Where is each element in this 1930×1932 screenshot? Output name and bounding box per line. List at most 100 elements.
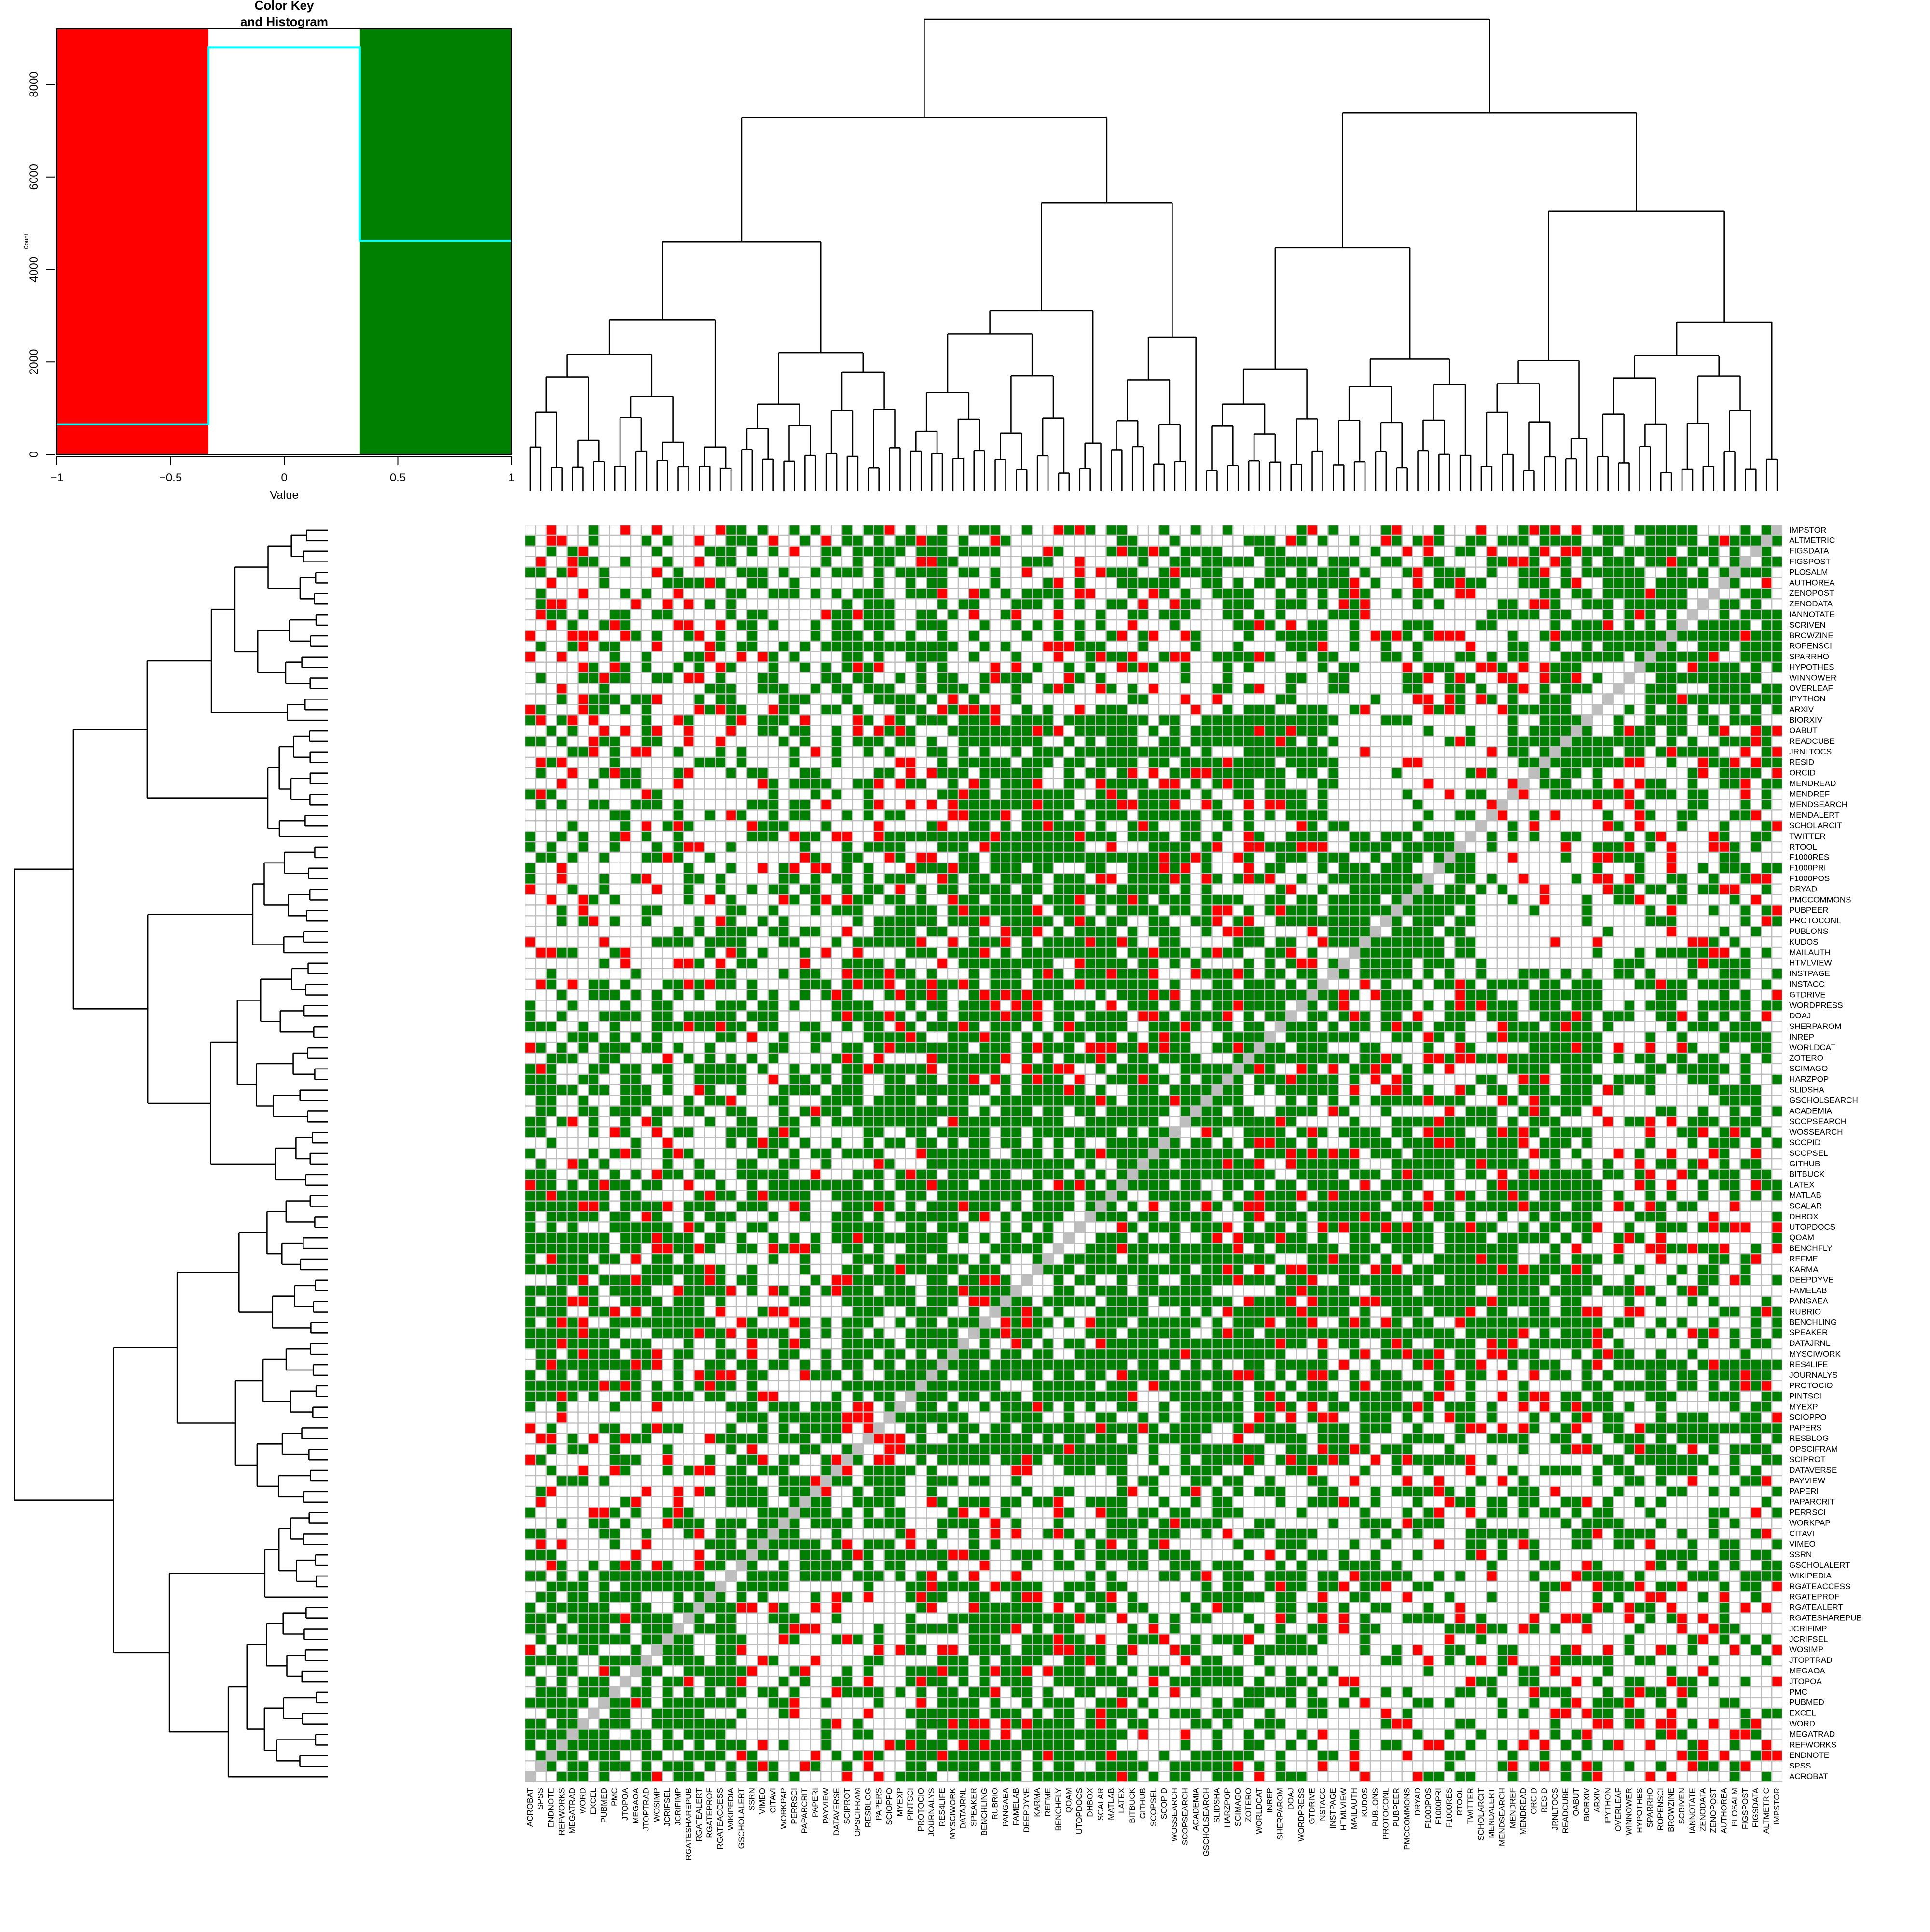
heatmap-cell — [1561, 811, 1571, 821]
heatmap-cell — [1487, 800, 1497, 810]
heatmap-cell — [1381, 832, 1391, 841]
heatmap-cell — [1635, 557, 1645, 567]
heatmap-cell — [1656, 652, 1666, 662]
heatmap-cell — [1075, 557, 1085, 567]
heatmap-cell — [1022, 631, 1032, 641]
heatmap-cell — [1614, 663, 1624, 672]
heatmap-cell — [1635, 695, 1645, 704]
heatmap-cell — [1677, 536, 1687, 546]
heatmap-cell — [1001, 705, 1011, 715]
heatmap-cell — [1297, 790, 1307, 799]
heatmap-cell — [631, 758, 641, 767]
heatmap-cell — [695, 874, 704, 884]
heatmap-cell — [695, 705, 704, 715]
heatmap-cell — [937, 790, 947, 799]
heatmap-cell — [1625, 631, 1634, 641]
heatmap-cell — [1476, 525, 1486, 535]
heatmap-cell — [1603, 821, 1613, 831]
heatmap-cell — [1625, 589, 1634, 599]
heatmap-cell — [885, 695, 895, 704]
heatmap-cell — [969, 842, 979, 852]
heatmap-cell — [1159, 874, 1169, 884]
heatmap-cell — [1107, 811, 1117, 821]
heatmap-cell — [1012, 620, 1021, 630]
heatmap-cell — [1392, 768, 1402, 778]
heatmap-cell — [663, 885, 673, 894]
heatmap-cell — [1455, 578, 1465, 588]
heatmap-cell — [1381, 768, 1391, 778]
heatmap-cell — [1022, 610, 1032, 619]
heatmap-cell — [937, 885, 947, 894]
heatmap-cell — [631, 673, 641, 683]
heatmap-cell — [1339, 885, 1349, 894]
heatmap-cell — [1276, 536, 1285, 546]
heatmap-cell — [874, 874, 884, 884]
heatmap-cell — [1223, 695, 1233, 704]
heatmap-cell — [1445, 663, 1455, 672]
heatmap-cell — [1371, 536, 1380, 546]
heatmap-cell — [1498, 705, 1507, 715]
heatmap-cell — [1043, 610, 1053, 619]
heatmap-cell — [906, 737, 916, 746]
heatmap-cell — [1540, 578, 1550, 588]
heatmap-cell — [1392, 737, 1402, 746]
heatmap-cell — [980, 747, 989, 757]
heatmap-cell — [1751, 737, 1761, 746]
heatmap-cell — [969, 695, 979, 704]
heatmap-cell — [959, 673, 968, 683]
heatmap-cell — [1022, 779, 1032, 789]
heatmap-cell — [726, 800, 736, 810]
heatmap-cell — [557, 863, 567, 873]
heatmap-cell — [1339, 652, 1349, 662]
heatmap-cell — [1751, 885, 1761, 894]
heatmap-cell — [1276, 684, 1285, 694]
heatmap-cell — [1107, 695, 1117, 704]
heatmap-cell — [1762, 705, 1772, 715]
heatmap-cell — [747, 779, 757, 789]
heatmap-cell — [832, 811, 841, 821]
heatmap-cell — [1667, 547, 1676, 556]
heatmap-cell — [1181, 853, 1190, 863]
heatmap-cell — [758, 557, 768, 567]
heatmap-cell — [1730, 610, 1740, 619]
heatmap-cell — [652, 747, 662, 757]
heatmap-cell — [1054, 747, 1063, 757]
heatmap-cell — [906, 536, 916, 546]
heatmap-cell — [1149, 695, 1158, 704]
heatmap-cell — [1159, 684, 1169, 694]
heatmap-cell — [1308, 695, 1317, 704]
heatmap-cell — [1476, 747, 1486, 757]
heatmap-cell — [536, 821, 546, 831]
heatmap-cell — [1561, 863, 1571, 873]
heatmap-cell — [1213, 578, 1222, 588]
heatmap-cell — [1308, 842, 1317, 852]
heatmap-cell — [1360, 811, 1370, 821]
heatmap-cell — [980, 768, 989, 778]
heatmap-cell — [917, 737, 926, 746]
heatmap-cell — [1540, 768, 1550, 778]
heatmap-cell — [1572, 874, 1581, 884]
heatmap-cell — [1043, 631, 1053, 641]
heatmap-cell — [1688, 600, 1697, 609]
heatmap-cell — [705, 536, 715, 546]
heatmap-cell — [663, 821, 673, 831]
heatmap-cell — [959, 832, 968, 841]
heatmap-cell — [1297, 610, 1307, 619]
heatmap-cell — [1698, 715, 1708, 725]
heatmap-cell — [1350, 800, 1359, 810]
heatmap-cell — [969, 536, 979, 546]
heatmap-cell — [832, 800, 841, 810]
heatmap-cell — [896, 620, 905, 630]
heatmap-cell — [695, 853, 704, 863]
heatmap-cell — [917, 832, 926, 841]
heatmap-cell — [906, 758, 916, 767]
heatmap-cell — [1254, 663, 1264, 672]
heatmap-cell — [1561, 790, 1571, 799]
heatmap-cell — [1540, 790, 1550, 799]
heatmap-cell — [1308, 726, 1317, 736]
heatmap-cell — [705, 578, 715, 588]
heatmap-cell — [1086, 631, 1095, 641]
heatmap-cell — [874, 578, 884, 588]
heatmap-cell — [885, 620, 895, 630]
heatmap-cell — [1741, 758, 1751, 767]
